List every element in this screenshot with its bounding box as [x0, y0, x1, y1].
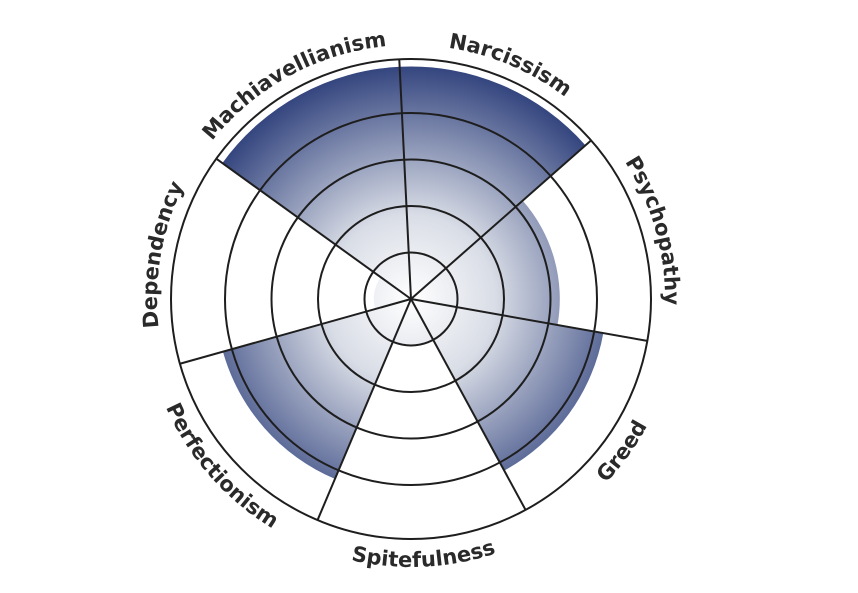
spoke-1 [410, 139, 592, 300]
label-dependency: Dependency [138, 177, 188, 329]
ring-1 [363, 251, 459, 347]
spoke-5 [179, 298, 412, 365]
label-greed: Greed [592, 416, 652, 486]
spoke-6 [215, 157, 412, 300]
ring-layer [170, 58, 652, 540]
ring-2 [317, 205, 505, 393]
label-text-greed: Greed [592, 416, 652, 486]
label-text-spitefulness: Spitefulness [350, 535, 498, 572]
spoke-4 [316, 298, 412, 521]
wedge-perfectionism [222, 299, 411, 479]
spoke-0 [398, 59, 412, 300]
ring-5 [170, 58, 652, 540]
wedge-machiavellianism [222, 66, 411, 299]
wedge-greed [411, 299, 604, 471]
label-text-psychopathy: Psychopathy [621, 152, 684, 306]
wedge-psychopathy [411, 200, 560, 325]
label-spitefulness: Spitefulness [350, 535, 498, 572]
label-text-dependency: Dependency [138, 177, 188, 329]
spoke-2 [410, 298, 648, 342]
wedge-narcissism [399, 66, 586, 299]
ring-4 [224, 112, 598, 486]
ring-3 [270, 158, 552, 440]
label-psychopathy: Psychopathy [621, 152, 684, 306]
spoke-3 [410, 298, 527, 511]
wedge-spitefulness [392, 299, 434, 346]
wedge-layer [222, 66, 604, 479]
spoke-layer [179, 59, 648, 521]
